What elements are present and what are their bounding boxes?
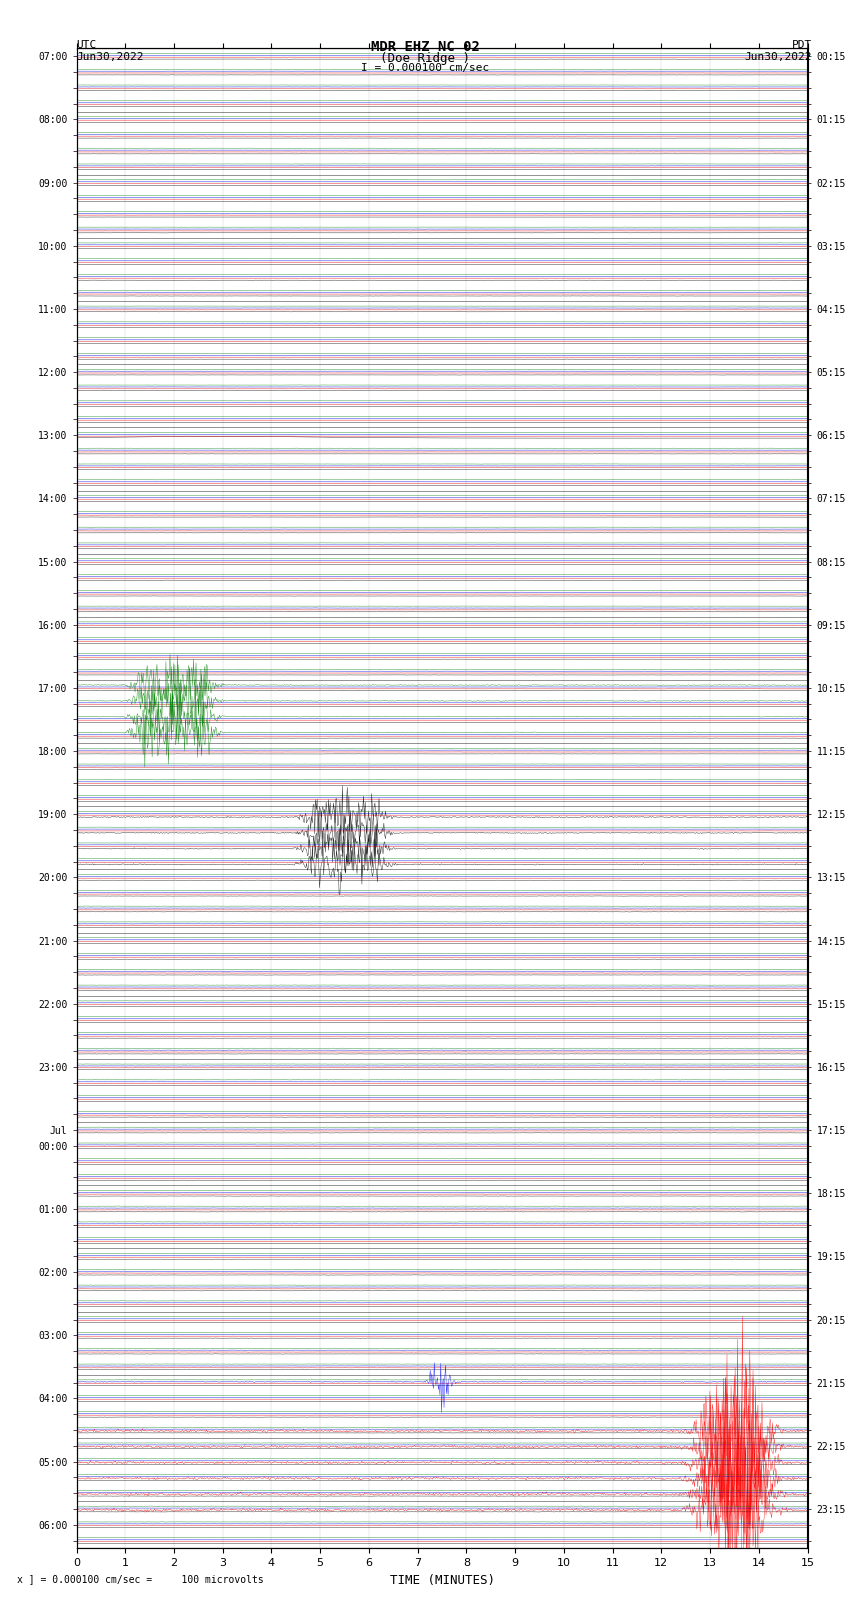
Text: I = 0.000100 cm/sec: I = 0.000100 cm/sec — [361, 63, 489, 73]
Text: MDR EHZ NC 02: MDR EHZ NC 02 — [371, 40, 479, 55]
Text: PDT: PDT — [791, 40, 812, 50]
Text: Jun30,2022: Jun30,2022 — [745, 52, 812, 61]
Text: Jun30,2022: Jun30,2022 — [76, 52, 144, 61]
Text: (Doe Ridge ): (Doe Ridge ) — [380, 52, 470, 65]
X-axis label: TIME (MINUTES): TIME (MINUTES) — [389, 1574, 495, 1587]
Text: UTC: UTC — [76, 40, 97, 50]
Text: x ] = 0.000100 cm/sec =     100 microvolts: x ] = 0.000100 cm/sec = 100 microvolts — [17, 1574, 264, 1584]
